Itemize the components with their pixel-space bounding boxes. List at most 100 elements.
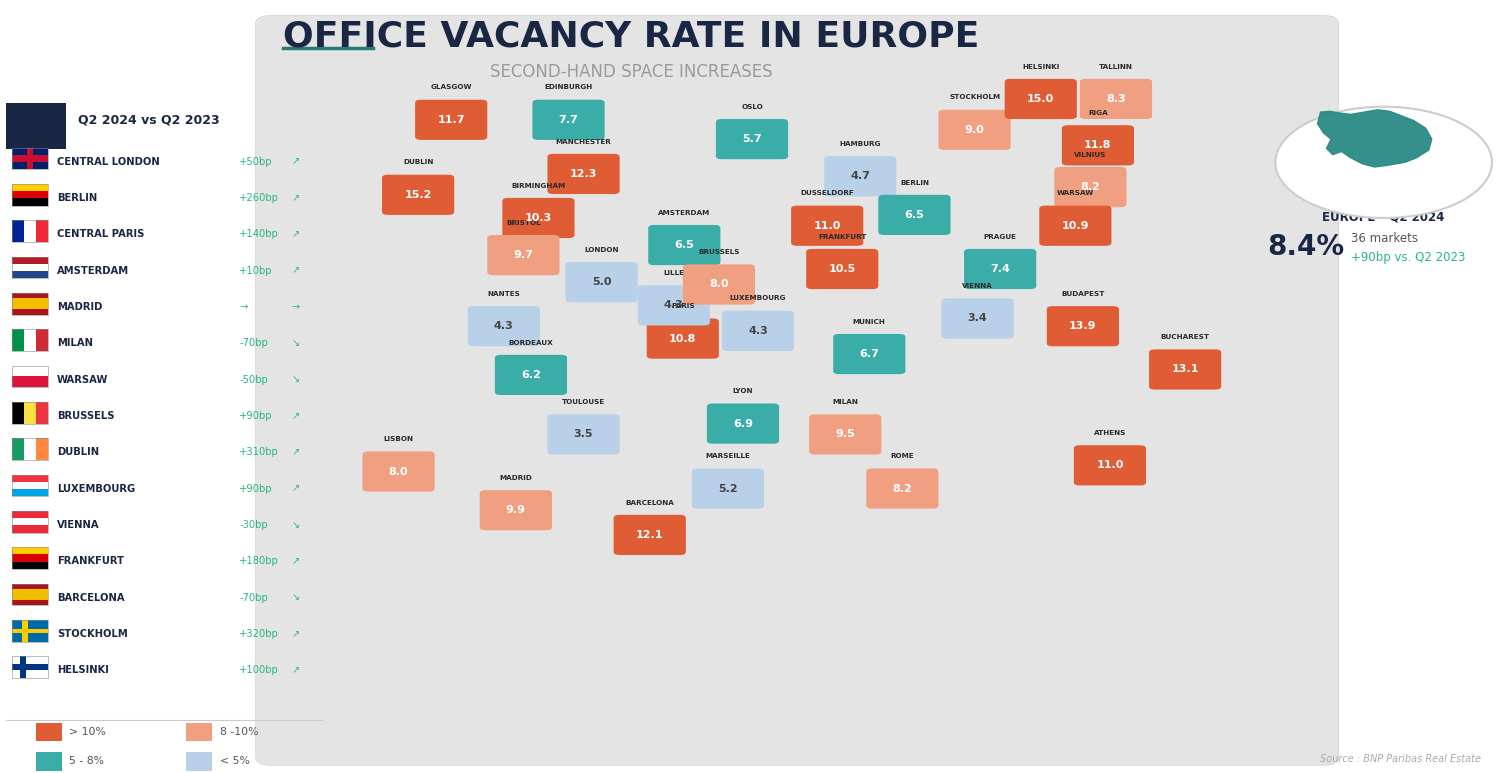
Text: ↘: ↘ xyxy=(292,375,299,384)
Text: 3.5: 3.5 xyxy=(575,430,593,439)
Text: 6.7: 6.7 xyxy=(859,349,880,359)
Text: 12.1: 12.1 xyxy=(636,530,663,540)
Text: +140bp: +140bp xyxy=(239,230,278,239)
Text: ↗: ↗ xyxy=(292,448,299,457)
Text: BORDEAUX: BORDEAUX xyxy=(508,339,553,346)
Bar xyxy=(12,184,48,191)
Bar xyxy=(12,482,48,489)
Text: AMSTERDAM: AMSTERDAM xyxy=(659,209,710,216)
Text: +100bp: +100bp xyxy=(239,666,278,675)
Text: PARIS: PARIS xyxy=(671,303,695,309)
Text: 5.2: 5.2 xyxy=(717,484,738,493)
Text: DUBLIN: DUBLIN xyxy=(57,448,99,457)
Text: Q2 2024 vs Q2 2023: Q2 2024 vs Q2 2023 xyxy=(78,114,220,126)
Text: MILAN: MILAN xyxy=(832,399,859,405)
Bar xyxy=(12,257,48,278)
Text: ↗: ↗ xyxy=(292,484,299,493)
Text: MUNICH: MUNICH xyxy=(853,318,886,325)
Text: +310bp: +310bp xyxy=(239,448,278,457)
Text: BERLIN: BERLIN xyxy=(899,179,929,186)
Bar xyxy=(12,366,48,376)
Bar xyxy=(12,293,48,315)
Text: ↗: ↗ xyxy=(292,157,299,166)
FancyBboxPatch shape xyxy=(547,414,620,455)
Text: 6.2: 6.2 xyxy=(520,370,541,380)
FancyBboxPatch shape xyxy=(1005,79,1077,119)
Text: MADRID: MADRID xyxy=(57,302,102,312)
Text: 4.3: 4.3 xyxy=(493,322,514,331)
Text: > 10%: > 10% xyxy=(69,727,107,737)
Text: 9.0: 9.0 xyxy=(964,125,985,135)
Bar xyxy=(12,475,48,482)
Text: HAMBURG: HAMBURG xyxy=(839,141,881,147)
Text: +10bp: +10bp xyxy=(239,266,272,275)
Text: ↗: ↗ xyxy=(292,193,299,203)
FancyBboxPatch shape xyxy=(942,298,1014,339)
Text: 11.7: 11.7 xyxy=(438,115,465,124)
Text: RIGA: RIGA xyxy=(1087,110,1108,116)
Text: +90bp: +90bp xyxy=(239,484,272,493)
FancyBboxPatch shape xyxy=(382,175,454,215)
Text: MADRID: MADRID xyxy=(499,475,532,481)
Bar xyxy=(12,402,48,424)
FancyBboxPatch shape xyxy=(707,404,779,444)
Text: 4.3: 4.3 xyxy=(747,326,769,335)
Text: 7.7: 7.7 xyxy=(558,115,579,124)
Bar xyxy=(12,148,48,169)
Text: 9.5: 9.5 xyxy=(835,430,856,439)
Text: BRISTOL: BRISTOL xyxy=(505,220,541,226)
Text: < 5%: < 5% xyxy=(220,757,250,766)
Bar xyxy=(12,656,48,678)
Text: 10.5: 10.5 xyxy=(829,264,856,274)
FancyBboxPatch shape xyxy=(1039,206,1111,246)
Text: ↗: ↗ xyxy=(292,230,299,239)
Text: 6.5: 6.5 xyxy=(674,240,695,250)
Bar xyxy=(6,103,66,149)
Text: +180bp: +180bp xyxy=(239,557,278,566)
Bar xyxy=(12,511,48,518)
Text: BERLIN: BERLIN xyxy=(57,193,98,203)
Bar xyxy=(12,155,48,162)
Text: CENTRAL PARIS: CENTRAL PARIS xyxy=(57,230,144,239)
Text: LUXEMBOURG: LUXEMBOURG xyxy=(57,484,135,493)
FancyBboxPatch shape xyxy=(938,110,1011,150)
FancyBboxPatch shape xyxy=(495,355,567,395)
Polygon shape xyxy=(1318,110,1432,167)
Text: TOULOUSE: TOULOUSE xyxy=(562,399,605,405)
Bar xyxy=(12,220,48,242)
FancyBboxPatch shape xyxy=(487,235,559,275)
Text: FRANKFURT: FRANKFURT xyxy=(818,233,866,240)
Text: Source : BNP Paribas Real Estate: Source : BNP Paribas Real Estate xyxy=(1321,754,1481,764)
Text: 8.2: 8.2 xyxy=(1080,182,1101,192)
FancyBboxPatch shape xyxy=(647,318,719,359)
Text: +260bp: +260bp xyxy=(239,193,280,203)
Bar xyxy=(27,148,33,169)
Bar xyxy=(12,271,48,278)
Text: 10.8: 10.8 xyxy=(669,334,696,343)
FancyBboxPatch shape xyxy=(415,100,487,140)
Text: ↗: ↗ xyxy=(292,266,299,275)
Text: 13.9: 13.9 xyxy=(1069,322,1096,331)
Text: 8.0: 8.0 xyxy=(388,467,409,476)
Text: 12.3: 12.3 xyxy=(570,169,597,179)
Bar xyxy=(186,752,212,771)
Text: LUXEMBOURG: LUXEMBOURG xyxy=(729,295,787,301)
Text: 11.0: 11.0 xyxy=(1096,461,1123,470)
Bar xyxy=(12,475,48,496)
Bar xyxy=(12,554,48,562)
Text: AMSTERDAM: AMSTERDAM xyxy=(57,266,129,275)
FancyBboxPatch shape xyxy=(1047,306,1119,346)
Bar xyxy=(12,547,48,554)
FancyBboxPatch shape xyxy=(809,414,881,455)
Text: -70bp: -70bp xyxy=(239,339,268,348)
FancyBboxPatch shape xyxy=(532,100,605,140)
Text: +90bp vs. Q2 2023: +90bp vs. Q2 2023 xyxy=(1351,251,1465,264)
FancyBboxPatch shape xyxy=(722,311,794,351)
Text: MILAN: MILAN xyxy=(57,339,93,348)
Text: WARSAW: WARSAW xyxy=(1057,190,1093,196)
Bar xyxy=(36,220,48,242)
Bar xyxy=(12,257,48,264)
Text: EUROPE – Q2 2024: EUROPE – Q2 2024 xyxy=(1322,210,1445,223)
Text: LILLE: LILLE xyxy=(663,270,684,276)
Text: MARSEILLE: MARSEILLE xyxy=(705,453,750,459)
